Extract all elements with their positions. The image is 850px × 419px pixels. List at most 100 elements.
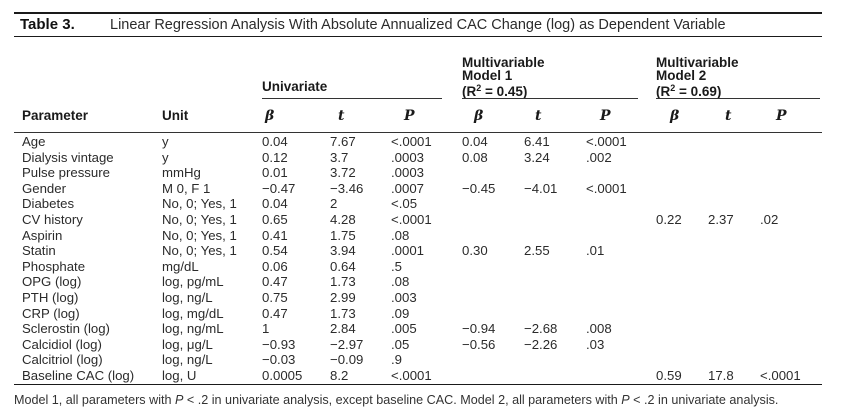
cell-uni-beta: 0.47 <box>262 274 288 290</box>
table-footnote: Model 1, all parameters with P < .2 in u… <box>14 393 779 407</box>
cell-m1-t: −2.68 <box>524 321 558 337</box>
cell-m1-beta: −0.56 <box>462 336 496 352</box>
table-row: Gender M 0, F 1 −0.47 −3.46 .0007 −0.45 −4.01 <… <box>0 181 850 197</box>
cell-uni-beta: 0.04 <box>262 134 288 149</box>
cell-parameter: Pulse pressure <box>22 165 110 181</box>
cell-uni-p: .05 <box>391 336 410 352</box>
cell-m1-t: −2.26 <box>524 336 558 352</box>
cell-m1-p: .03 <box>586 336 605 352</box>
cell-m1-beta: −0.45 <box>462 180 496 196</box>
cell-unit: log, ng/L <box>162 290 213 305</box>
cell-uni-beta: 0.01 <box>262 165 288 181</box>
cell-uni-beta: 0.0005 <box>262 368 303 383</box>
cell-parameter: Diabetes <box>22 196 75 212</box>
cell-uni-beta: 0.41 <box>262 227 288 243</box>
table-row: PTH (log) log, ng/L 0.75 2.99 .003 <box>0 290 850 306</box>
cell-uni-p: .0003 <box>391 149 425 165</box>
cell-uni-t: 3.72 <box>330 165 356 181</box>
cell-unit: log, μg/L <box>162 336 213 352</box>
cell-m1-beta: −0.94 <box>462 321 496 337</box>
cell-uni-t: 2.99 <box>330 290 356 305</box>
model1-line2: Model 1 <box>462 68 513 83</box>
cell-uni-beta: 1 <box>262 321 270 337</box>
cell-parameter: OPG (log) <box>22 274 82 290</box>
col-m2-beta: β <box>670 108 680 124</box>
cell-parameter: Dialysis vintage <box>22 149 114 165</box>
cell-m1-t: 2.55 <box>524 243 550 259</box>
cell-parameter: Age <box>22 134 46 149</box>
cell-parameter: Statin <box>22 243 56 259</box>
table-row: Baseline CAC (log) log, U 0.0005 8.2 <.0001 0… <box>0 368 850 384</box>
cell-m1-t: 3.24 <box>524 149 550 165</box>
cell-uni-p: .08 <box>391 227 410 243</box>
cell-unit: log, ng/L <box>162 352 213 368</box>
cell-m1-p: .008 <box>586 321 612 337</box>
cell-unit: M 0, F 1 <box>162 180 211 196</box>
group-model2: Multivariable Model 2 (R2 = 0.69) <box>656 55 739 99</box>
cell-uni-beta: 0.12 <box>262 149 288 165</box>
cell-uni-p: .09 <box>391 305 410 321</box>
cell-uni-p: .0003 <box>391 165 425 181</box>
table-row: Calcitriol (log) log, ng/L −0.03 −0.09 .9 <box>0 352 850 368</box>
cell-m1-beta: 0.08 <box>462 149 488 165</box>
cell-parameter: Calcitriol (log) <box>22 352 103 368</box>
cell-parameter: Baseline CAC (log) <box>22 368 135 383</box>
cell-unit: log, mg/dL <box>162 305 224 321</box>
cell-uni-t: 7.67 <box>330 134 356 149</box>
cell-parameter: Sclerostin (log) <box>22 321 110 337</box>
cell-uni-beta: 0.54 <box>262 243 288 259</box>
cell-uni-t: −2.97 <box>330 336 364 352</box>
model2-r2: (R2 = 0.69) <box>656 83 722 99</box>
cell-unit: y <box>162 134 169 149</box>
group-model1: Multivariable Model 1 (R2 = 0.45) <box>462 56 545 99</box>
table-row: Phosphate mg/dL 0.06 0.64 .5 <box>0 259 850 275</box>
cell-uni-p: .0007 <box>391 180 425 196</box>
cell-m1-t: 6.41 <box>524 134 550 149</box>
cell-uni-beta: 0.75 <box>262 290 288 305</box>
cell-unit: log, U <box>162 368 197 383</box>
cell-unit: No, 0; Yes, 1 <box>162 196 237 212</box>
col-uni-p: P <box>404 108 415 124</box>
cell-m1-beta: 0.04 <box>462 134 488 149</box>
table-row: CRP (log) log, mg/dL 0.47 1.73 .09 <box>0 306 850 322</box>
cell-m1-beta: 0.30 <box>462 243 488 259</box>
model2-line2: Model 2 <box>656 68 707 83</box>
cell-uni-beta: 0.65 <box>262 212 288 227</box>
cell-m2-beta: 0.59 <box>656 368 682 383</box>
cell-parameter: CV history <box>22 212 83 227</box>
cell-unit: No, 0; Yes, 1 <box>162 243 237 259</box>
cell-uni-p: <.0001 <box>391 134 432 149</box>
table-row: Pulse pressure mmHg 0.01 3.72 .0003 <box>0 165 850 181</box>
cell-uni-t: −3.46 <box>330 180 364 196</box>
cell-uni-t: 8.2 <box>330 368 349 383</box>
cell-uni-t: −0.09 <box>330 352 364 368</box>
col-m2-p: P <box>776 108 787 124</box>
cell-unit: log, pg/mL <box>162 274 224 290</box>
table-label: Table 3. <box>20 16 75 33</box>
cell-uni-beta: −0.47 <box>262 180 296 196</box>
cell-uni-p: .08 <box>391 274 410 290</box>
cell-uni-t: 1.75 <box>330 227 356 243</box>
cell-uni-t: 2.84 <box>330 321 356 337</box>
bottom-rule <box>14 384 822 385</box>
group-univariate: Univariate <box>262 79 328 94</box>
cell-uni-t: 1.73 <box>330 274 356 290</box>
cell-uni-t: 4.28 <box>330 212 356 227</box>
cell-m1-p: <.0001 <box>586 180 627 196</box>
model1-rule <box>462 98 638 99</box>
cell-unit: mg/dL <box>162 258 199 274</box>
header-rule <box>14 132 822 133</box>
cell-parameter: PTH (log) <box>22 290 79 305</box>
table-row: Age y 0.04 7.67 <.0001 0.04 6.41 <.0001 <box>0 134 850 150</box>
col-m2-t: t <box>725 108 732 124</box>
cell-m2-p: .02 <box>760 212 779 227</box>
cell-uni-p: <.0001 <box>391 368 432 383</box>
model2-line1: Multivariable <box>656 55 739 70</box>
table-row: Sclerostin (log) log, ng/mL 1 2.84 .005 −0.94… <box>0 321 850 337</box>
cell-uni-p: .003 <box>391 290 417 305</box>
univariate-rule <box>262 98 442 99</box>
cell-uni-t: 0.64 <box>330 258 356 274</box>
table-row: Aspirin No, 0; Yes, 1 0.41 1.75 .08 <box>0 228 850 244</box>
cell-uni-p: .9 <box>391 352 402 368</box>
cell-unit: No, 0; Yes, 1 <box>162 227 237 243</box>
